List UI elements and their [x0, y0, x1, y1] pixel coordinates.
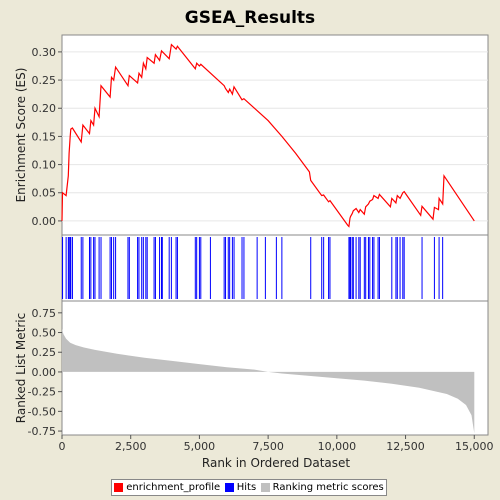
legend-swatch-gray [260, 483, 270, 492]
metric-tick-label: -0.75 [28, 425, 56, 438]
metric-tick-label: 0.25 [32, 346, 57, 359]
legend-item-enrichment-profile: enrichment_profile [114, 482, 220, 493]
es-y-ticks: 0.00 0.05 0.10 0.15 0.20 0.25 0.30 [32, 46, 62, 228]
es-gridlines [62, 51, 488, 222]
metric-y-axis-title: Ranked List Metric [14, 313, 28, 423]
x-tick-label: 2,500 [115, 440, 147, 453]
legend-label: Ranking metric scores [272, 482, 384, 493]
es-tick-label: 0.10 [32, 159, 57, 172]
legend-swatch-blue [224, 483, 234, 492]
x-tick-label: 0 [59, 440, 66, 453]
x-tick-label: 15,000 [455, 440, 494, 453]
legend-label: Hits [236, 482, 257, 493]
legend-item-ranking-metric: Ranking metric scores [260, 482, 384, 493]
legend-label: enrichment_profile [126, 482, 221, 493]
es-tick-label: 0.30 [32, 46, 57, 59]
metric-tick-label: 0.75 [32, 307, 57, 320]
legend-item-hits: Hits [224, 482, 257, 493]
hits-plot-area [61, 234, 489, 302]
metric-y-ticks: 0.75 0.50 0.25 0.00 -0.25 -0.50 -0.75 [28, 307, 62, 438]
x-axis-ticks: 0 2,500 5,000 7,500 10,000 12,500 15,000 [59, 435, 494, 453]
es-tick-label: 0.05 [32, 187, 57, 200]
es-tick-label: 0.20 [32, 102, 57, 115]
legend: enrichment_profile Hits Ranking metric s… [111, 479, 387, 496]
x-axis-title: Rank in Ordered Dataset [202, 456, 350, 470]
enrichment-profile-line [61, 43, 475, 228]
metric-tick-label: 0.00 [32, 366, 57, 379]
metric-tick-label: 0.50 [32, 327, 57, 340]
es-tick-label: 0.25 [32, 74, 57, 87]
es-y-axis-title: Enrichment Score (ES) [14, 68, 28, 203]
es-tick-label: 0.15 [32, 130, 57, 143]
chart-title: GSEA_Results [185, 8, 315, 28]
x-tick-label: 12,500 [386, 440, 425, 453]
hit-markers [62, 237, 444, 299]
es-tick-label: 0.00 [32, 215, 57, 228]
x-tick-label: 5,000 [184, 440, 216, 453]
ranking-metric-area [62, 328, 475, 434]
metric-tick-label: -0.25 [28, 386, 56, 399]
x-tick-label: 10,000 [318, 440, 357, 453]
legend-swatch-red [114, 483, 124, 492]
metric-tick-label: -0.50 [28, 405, 56, 418]
es-plot-area [61, 34, 489, 236]
x-tick-label: 7,500 [252, 440, 284, 453]
